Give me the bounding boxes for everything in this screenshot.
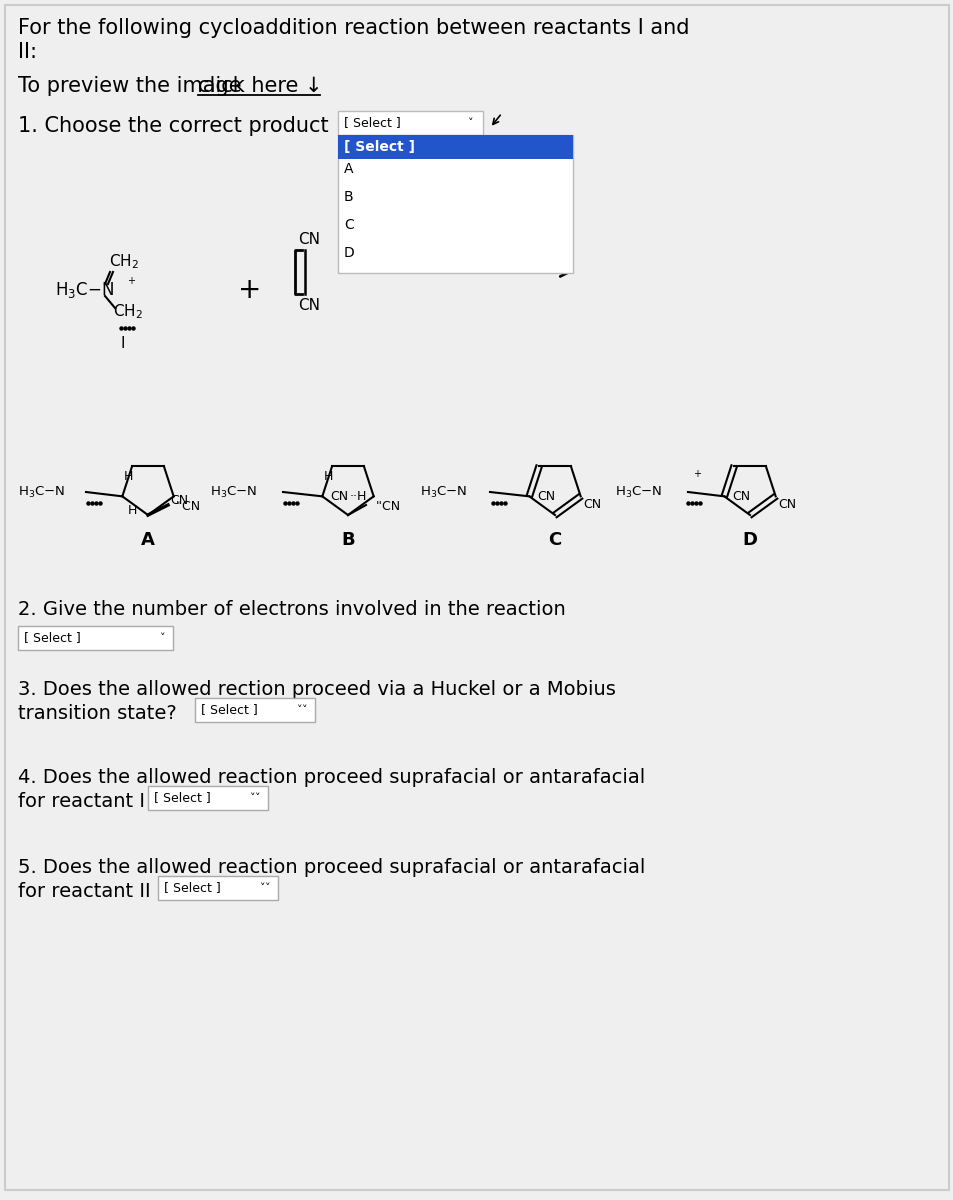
Text: To preview the image: To preview the image [18, 76, 248, 96]
Text: CN: CN [170, 494, 188, 508]
Text: click here ↓: click here ↓ [198, 76, 322, 96]
Text: for reactant II: for reactant II [18, 882, 151, 901]
Text: transition state?: transition state? [18, 704, 176, 722]
Text: ˅: ˅ [160, 634, 166, 643]
Text: [ Select ]: [ Select ] [164, 882, 220, 894]
Text: H: H [323, 469, 333, 482]
Text: ˅: ˅ [260, 883, 266, 893]
Text: H: H [127, 504, 136, 517]
Text: ˅: ˅ [265, 883, 271, 893]
Text: A: A [141, 530, 154, 550]
Text: [ Select ]: [ Select ] [344, 140, 415, 154]
Text: +: + [692, 469, 700, 479]
Text: ··H: ··H [350, 491, 367, 504]
Text: for reactant I: for reactant I [18, 792, 145, 811]
Bar [337, 110, 482, 134]
Text: H$_3$C$-$N: H$_3$C$-$N [419, 485, 467, 499]
Text: C: C [548, 530, 561, 550]
Text: [ Select ]: [ Select ] [201, 703, 257, 716]
Text: H$_3$C$-$N: H$_3$C$-$N [210, 485, 257, 499]
Bar [18, 626, 172, 650]
Text: For the following cycloaddition reaction between reactants I and: For the following cycloaddition reaction… [18, 18, 689, 38]
Bar [337, 134, 573, 158]
Text: B: B [341, 530, 355, 550]
Text: 2. Give the number of electrons involved in the reaction: 2. Give the number of electrons involved… [18, 600, 565, 619]
Text: H$_3$C$-$N: H$_3$C$-$N [615, 485, 661, 499]
Text: ˅: ˅ [302, 704, 308, 715]
Text: D: D [741, 530, 757, 550]
Text: 4. Does the allowed reaction proceed suprafacial or antarafacial: 4. Does the allowed reaction proceed sup… [18, 768, 644, 787]
Text: D: D [344, 246, 355, 260]
Bar [194, 698, 314, 722]
Text: ˅: ˅ [468, 118, 474, 128]
Text: ''CN: ''CN [175, 500, 200, 512]
Text: CN: CN [778, 498, 796, 511]
Text: A: A [344, 162, 354, 176]
Text: 5. Does the allowed reaction proceed suprafacial or antarafacial: 5. Does the allowed reaction proceed sup… [18, 858, 644, 877]
Text: [ Select ]: [ Select ] [24, 631, 81, 644]
Bar [158, 876, 277, 900]
Text: II:: II: [18, 42, 37, 62]
Text: ˅: ˅ [254, 793, 260, 803]
Text: I: I [121, 336, 125, 352]
Text: CN: CN [731, 491, 749, 504]
Text: H$_3$C$-$N: H$_3$C$-$N [18, 485, 65, 499]
Text: CN: CN [537, 491, 555, 504]
Text: [ Select ]: [ Select ] [153, 792, 211, 804]
Text: +: + [127, 276, 135, 286]
Text: CN: CN [297, 298, 319, 312]
Text: [ Select ]: [ Select ] [344, 116, 400, 130]
Bar [337, 134, 573, 272]
Text: +: + [238, 276, 261, 304]
Text: CN: CN [330, 491, 348, 504]
Text: CN: CN [297, 232, 319, 246]
Text: B: B [344, 190, 354, 204]
Bar [148, 786, 268, 810]
Text: ˅: ˅ [250, 793, 255, 803]
Text: CN: CN [583, 498, 601, 511]
Text: H$_3$C$-$N: H$_3$C$-$N [55, 280, 113, 300]
Text: CH$_2$: CH$_2$ [109, 253, 139, 271]
Text: ˅: ˅ [297, 704, 302, 715]
Text: 3. Does the allowed rection proceed via a Huckel or a Mobius: 3. Does the allowed rection proceed via … [18, 680, 616, 698]
Text: CH$_2$: CH$_2$ [112, 302, 143, 322]
Text: C: C [344, 218, 354, 232]
Text: H: H [123, 469, 132, 482]
Text: ''CN: ''CN [375, 500, 400, 512]
Text: 1. Choose the correct product: 1. Choose the correct product [18, 116, 328, 136]
